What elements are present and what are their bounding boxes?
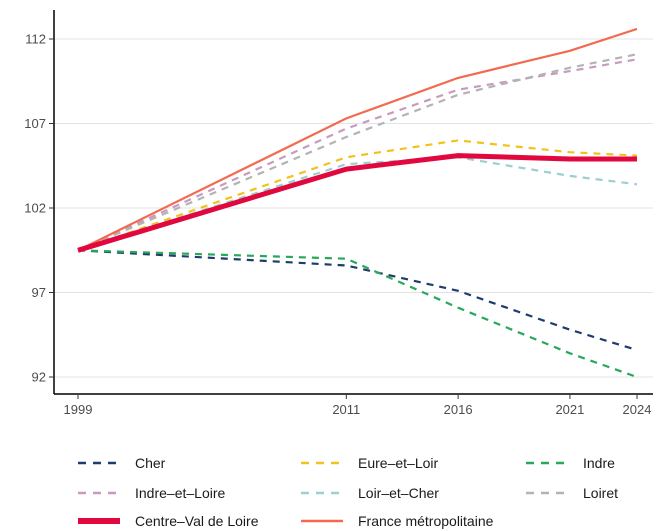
- legend-label-1: Eure–et–Loir: [358, 455, 439, 471]
- x-tick-label: 2016: [444, 402, 473, 417]
- series-lines: [77, 27, 638, 379]
- legend-label-6: Centre–Val de Loire: [135, 513, 259, 529]
- series-line-5: [77, 53, 638, 252]
- y-tick-label: 112: [25, 32, 46, 47]
- y-tick-label: 107: [24, 116, 46, 131]
- y-tick-label: 92: [32, 370, 46, 385]
- legend-label-7: France métropolitaine: [358, 513, 494, 529]
- legend-label-2: Indre: [583, 455, 615, 471]
- series-line-4: [77, 156, 638, 252]
- series-line-3: [77, 58, 638, 252]
- series-line-0: [77, 249, 638, 352]
- x-tick-label: 2011: [332, 402, 360, 417]
- y-axis-ticks: 92 97 102 107 112: [24, 32, 54, 385]
- legend: Cher Eure–et–Loir Indre Indre–et–Loire Loir–…: [78, 455, 618, 529]
- series-line-6: [77, 153, 637, 253]
- y-tick-label: 97: [32, 285, 46, 300]
- axes: [53, 10, 653, 395]
- series-line-2: [77, 249, 638, 379]
- legend-label-5: Loiret: [583, 485, 618, 501]
- legend-label-3: Indre–et–Loire: [135, 485, 226, 501]
- legend-label-0: Cher: [135, 455, 166, 471]
- gridlines: [54, 38, 653, 378]
- x-axis-ticks: 1999 2011 2016 2021 2024: [64, 394, 652, 417]
- series-line-7: [77, 27, 638, 252]
- legend-label-4: Loir–et–Cher: [358, 485, 439, 501]
- y-tick-label: 102: [24, 201, 46, 216]
- x-tick-label: 2021: [555, 402, 584, 417]
- x-tick-label: 2024: [623, 402, 652, 417]
- x-tick-label: 1999: [64, 402, 93, 417]
